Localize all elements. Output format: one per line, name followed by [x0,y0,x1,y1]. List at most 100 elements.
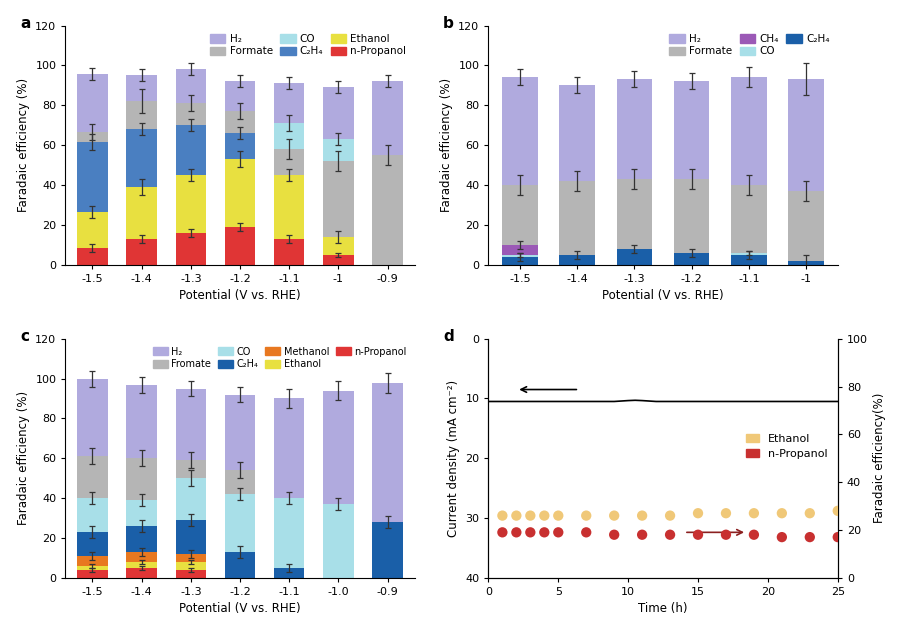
Bar [77,556,107,566]
Bar [225,470,255,494]
Point [578,511,593,521]
Legend: H₂, Fromate, CO, C₂H₄, Methanol, Ethanol, n-Propanol: H₂, Fromate, CO, C₂H₄, Methanol, Ethanol… [150,344,410,372]
Bar [126,101,157,129]
Point [606,511,621,521]
Text: b: b [443,16,454,31]
Bar [175,70,206,103]
Y-axis label: Faradaic efficiency(%): Faradaic efficiency(%) [872,393,886,523]
Point [634,530,649,540]
Bar [175,562,206,570]
Bar [77,498,107,532]
Bar [126,239,157,265]
Point [662,530,676,540]
Bar [225,552,255,578]
Bar [77,566,107,570]
Point [802,508,816,518]
Bar [126,552,157,562]
Point [690,508,704,518]
Bar [273,498,304,568]
Point [802,532,816,542]
Bar [77,570,107,578]
Bar [126,75,157,101]
Bar [502,245,537,255]
Bar [126,129,157,187]
Bar [787,79,824,191]
Bar [559,181,594,255]
Bar [787,191,824,260]
Point [509,527,523,537]
Bar [77,75,107,132]
Bar [273,399,304,498]
Bar [323,87,354,139]
Bar [731,185,766,253]
Bar [559,255,594,265]
Point [830,532,844,542]
Bar [502,185,537,245]
Bar [323,504,354,578]
Y-axis label: Faradaic efficiency (%): Faradaic efficiency (%) [439,78,452,212]
Bar [77,532,107,556]
Text: c: c [20,329,29,344]
Y-axis label: Faradaic efficiency (%): Faradaic efficiency (%) [16,78,30,212]
Bar [225,227,255,265]
Point [537,511,551,521]
Point [537,527,551,537]
Bar [225,82,255,111]
Point [522,527,537,537]
Point [550,511,565,521]
Y-axis label: Current density (mA cm⁻²): Current density (mA cm⁻²) [446,380,459,537]
X-axis label: Time (h): Time (h) [638,602,687,616]
Text: a: a [20,16,31,31]
Bar [225,494,255,552]
Bar [372,382,402,522]
Point [746,508,760,518]
Bar [175,103,206,125]
Bar [175,478,206,520]
Point [494,511,509,521]
Bar [372,522,402,578]
X-axis label: Potential (V vs. RHE): Potential (V vs. RHE) [179,602,300,616]
Point [634,511,649,521]
Legend: H₂, Formate, CO, C₂H₄, Ethanol, n-Propanol: H₂, Formate, CO, C₂H₄, Ethanol, n-Propan… [207,31,409,59]
Bar [175,570,206,578]
Bar [175,389,206,460]
Point [522,511,537,521]
Point [718,530,732,540]
X-axis label: Potential (V vs. RHE): Potential (V vs. RHE) [179,289,300,302]
Bar [323,255,354,265]
Bar [731,253,766,255]
Bar [673,253,709,265]
Point [690,530,704,540]
Bar [175,125,206,175]
Bar [126,500,157,526]
Bar [77,379,107,456]
Bar [225,159,255,227]
Point [718,508,732,518]
Bar [175,554,206,562]
Bar [616,179,651,248]
Point [509,511,523,521]
Bar [126,187,157,239]
Bar [502,255,537,257]
Bar [273,149,304,175]
Bar [77,132,107,142]
Point [578,527,593,537]
Legend: H₂, Formate, CH₄, CO, C₂H₄: H₂, Formate, CH₄, CO, C₂H₄ [666,31,832,59]
Bar [372,155,402,265]
Bar [323,391,354,504]
Point [774,532,788,542]
Bar [731,255,766,265]
Bar [323,236,354,255]
Bar [273,568,304,578]
Point [550,527,565,537]
Bar [273,239,304,265]
Point [774,508,788,518]
Bar [273,123,304,149]
Bar [273,175,304,239]
Bar [126,526,157,552]
Bar [77,456,107,498]
Bar [225,111,255,133]
X-axis label: Potential (V vs. RHE): Potential (V vs. RHE) [602,289,723,302]
Bar [126,458,157,500]
Bar [77,212,107,248]
